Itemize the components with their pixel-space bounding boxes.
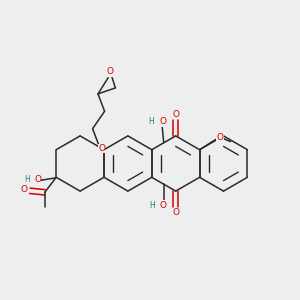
Text: H: H (149, 201, 155, 210)
Text: O: O (159, 117, 166, 126)
Text: O: O (98, 144, 105, 153)
Text: O: O (34, 176, 41, 184)
Text: H: H (25, 176, 30, 184)
Text: O: O (107, 67, 114, 76)
Text: H: H (149, 117, 155, 126)
Text: O: O (20, 185, 27, 194)
Text: O: O (159, 201, 166, 210)
Text: O: O (172, 110, 179, 119)
Text: O: O (172, 208, 179, 217)
Text: O: O (217, 133, 224, 142)
